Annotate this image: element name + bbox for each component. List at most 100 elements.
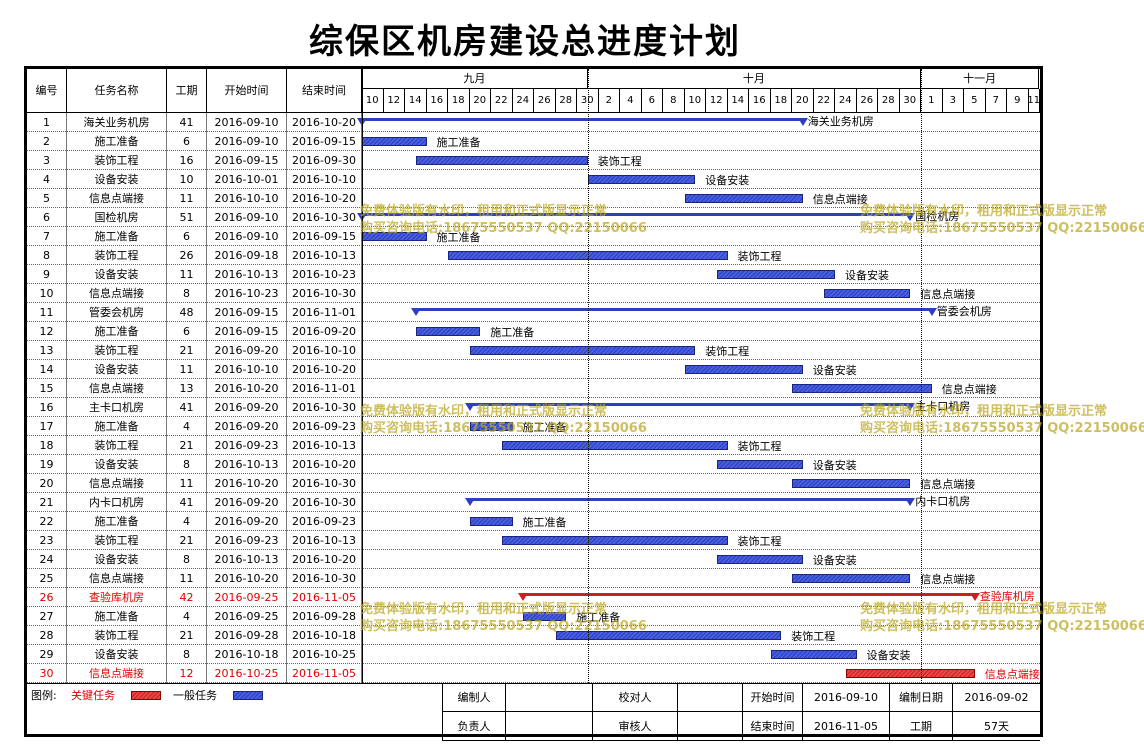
table-row: 3 装饰工程 16 2016-09-15 2016-09-30 装饰工程 (27, 151, 1040, 170)
footer-top-line (27, 683, 1040, 684)
task-bar[interactable] (469, 422, 513, 431)
column-header-id: 编号 (27, 69, 67, 113)
table-row: 14 设备安装 11 2016-10-10 2016-10-20 设备安装 (27, 360, 1040, 379)
column-header-dur: 工期 (167, 69, 207, 113)
task-name: 设备安装 (67, 265, 167, 284)
task-id: 16 (27, 398, 67, 417)
table-row: 19 设备安装 8 2016-10-13 2016-10-20 设备安装 (27, 455, 1040, 474)
task-id: 2 (27, 132, 67, 151)
task-bar[interactable] (415, 327, 481, 336)
task-bar[interactable] (415, 156, 588, 165)
table-row: 17 施工准备 4 2016-09-20 2016-09-23 施工准备 (27, 417, 1040, 436)
task-name: 信息点端接 (67, 569, 167, 588)
task-bar[interactable] (362, 232, 427, 241)
bar-label: 施工准备 (522, 421, 567, 434)
task-start: 2016-09-20 (207, 512, 287, 531)
task-start: 2016-09-23 (207, 436, 287, 455)
task-end: 2016-10-23 (287, 265, 362, 284)
column-header-start: 开始时间 (207, 69, 287, 113)
bar-label: 装饰工程 (705, 345, 750, 358)
bar-label: 装饰工程 (737, 250, 782, 263)
task-bar[interactable] (716, 460, 803, 469)
task-name: 施工准备 (67, 132, 167, 151)
bar-label: 信息点端接 (920, 573, 976, 586)
task-bar[interactable] (469, 517, 513, 526)
task-start: 2016-10-20 (207, 474, 287, 493)
bar-label: 管委会机房 (936, 305, 992, 318)
task-bar[interactable] (469, 346, 696, 355)
task-dur: 8 (167, 284, 207, 303)
table-row: 2 施工准备 6 2016-09-10 2016-09-15 施工准备 (27, 132, 1040, 151)
task-start: 2016-09-10 (207, 227, 287, 246)
month-divider (587, 69, 589, 683)
task-bar[interactable] (501, 536, 728, 545)
day-header: 18 (448, 89, 470, 113)
footer-value: 2016-09-02 (952, 683, 1040, 712)
bar-label: 施工准备 (490, 326, 535, 339)
day-header: 14 (727, 89, 749, 113)
table-row: 11 管委会机房 48 2016-09-15 2016-11-01 管委会机房 (27, 303, 1040, 322)
day-header: 11 (1028, 89, 1040, 113)
task-id: 22 (27, 512, 67, 531)
task-bar[interactable] (770, 650, 857, 659)
bar-label: 设备安装 (812, 459, 857, 472)
task-end: 2016-10-20 (287, 360, 362, 379)
task-bar[interactable] (792, 574, 911, 583)
task-bar[interactable] (716, 270, 835, 279)
task-bar[interactable] (716, 555, 803, 564)
day-header: 12 (706, 89, 728, 113)
task-end: 2016-10-30 (287, 493, 362, 512)
task-bar[interactable] (362, 137, 427, 146)
summary-bar (362, 118, 803, 121)
task-end: 2016-09-30 (287, 151, 362, 170)
task-bar[interactable] (824, 289, 911, 298)
task-bar[interactable] (587, 175, 696, 184)
task-name: 管委会机房 (67, 303, 167, 322)
task-bar[interactable] (523, 612, 567, 621)
task-end: 2016-09-28 (287, 607, 362, 626)
task-bar[interactable] (684, 365, 803, 374)
table-row: 27 施工准备 4 2016-09-25 2016-09-28 施工准备 (27, 607, 1040, 626)
bar-label: 设备安装 (812, 554, 857, 567)
task-start: 2016-09-20 (207, 493, 287, 512)
task-bar[interactable] (792, 479, 911, 488)
day-header: 26 (856, 89, 878, 113)
task-id: 23 (27, 531, 67, 550)
task-name: 装饰工程 (67, 626, 167, 645)
day-header: 3 (942, 89, 964, 113)
bar-label: 设备安装 (705, 174, 750, 187)
task-start: 2016-10-23 (207, 284, 287, 303)
task-end: 2016-09-23 (287, 512, 362, 531)
task-id: 6 (27, 208, 67, 227)
table-row: 24 设备安装 8 2016-10-13 2016-10-20 设备安装 (27, 550, 1040, 569)
task-bar[interactable] (845, 669, 975, 678)
task-dur: 42 (167, 588, 207, 607)
task-bar[interactable] (555, 631, 782, 640)
footer-value[interactable] (677, 712, 742, 741)
table-row: 6 国检机房 51 2016-09-10 2016-10-30 国检机房 (27, 208, 1040, 227)
footer-value[interactable] (505, 683, 592, 712)
bar-label: 信息点端接 (941, 383, 997, 396)
footer-value[interactable] (677, 683, 742, 712)
task-bar[interactable] (501, 441, 728, 450)
column-header-name: 任务名称 (67, 69, 167, 113)
task-end: 2016-10-10 (287, 170, 362, 189)
table-row: 26 查验库机房 42 2016-09-25 2016-11-05 查验库机房 (27, 588, 1040, 607)
bar-label: 信息点端接 (812, 193, 868, 206)
bar-label: 设备安装 (812, 364, 857, 377)
table-row: 5 信息点端接 11 2016-10-10 2016-10-20 信息点端接 (27, 189, 1040, 208)
task-name: 设备安装 (67, 170, 167, 189)
bar-label: 装饰工程 (737, 440, 782, 453)
month-header: 九月 (362, 69, 588, 89)
task-id: 9 (27, 265, 67, 284)
footer-value[interactable] (505, 712, 592, 741)
task-end: 2016-10-20 (287, 113, 362, 132)
day-header: 28 (878, 89, 900, 113)
day-header: 30 (899, 89, 921, 113)
task-id: 10 (27, 284, 67, 303)
task-id: 19 (27, 455, 67, 474)
task-id: 24 (27, 550, 67, 569)
task-bar[interactable] (684, 194, 803, 203)
table-row: 28 装饰工程 21 2016-09-28 2016-10-18 装饰工程 (27, 626, 1040, 645)
task-bar[interactable] (792, 384, 932, 393)
